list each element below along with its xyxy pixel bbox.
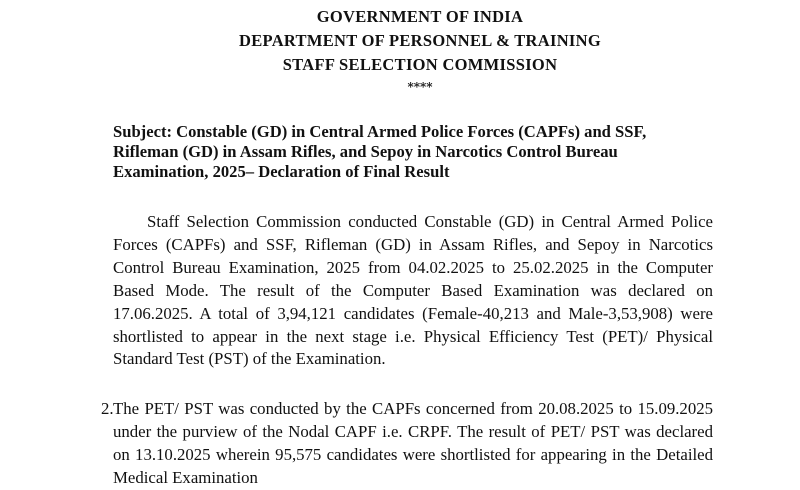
paragraph-1: Staff Selection Commission conducted Con…	[113, 212, 713, 369]
paragraph-2-number: 2.	[101, 399, 114, 418]
header-separator: ****	[407, 80, 433, 94]
header-department: DEPARTMENT OF PERSONNEL & TRAINING	[239, 31, 601, 50]
header-commission: STAFF SELECTION COMMISSION	[282, 55, 558, 74]
paragraph-2: The PET/ PST was conducted by the CAPFs …	[113, 399, 713, 487]
subject-line: Subject: Constable (GD) in Central Armed…	[113, 122, 647, 181]
header-government: GOVERNMENT OF INDIA	[316, 7, 524, 26]
